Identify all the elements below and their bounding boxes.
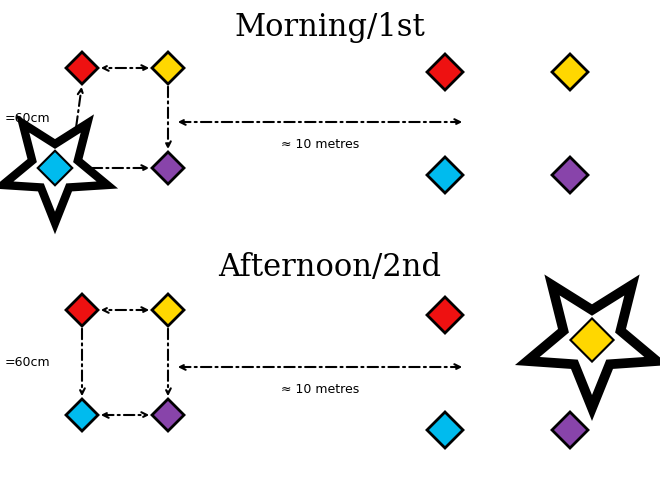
Polygon shape [427,412,463,448]
Polygon shape [3,124,108,223]
Polygon shape [38,151,73,185]
Polygon shape [427,157,463,193]
Text: ≈ 10 metres: ≈ 10 metres [281,138,359,151]
Text: =60cm: =60cm [5,111,51,125]
Polygon shape [152,52,184,84]
Polygon shape [152,399,184,431]
Polygon shape [552,157,588,193]
Polygon shape [552,412,588,448]
Polygon shape [152,294,184,326]
Polygon shape [570,318,614,361]
Polygon shape [66,294,98,326]
Polygon shape [152,152,184,184]
Polygon shape [427,297,463,333]
Text: =60cm: =60cm [5,355,51,368]
Polygon shape [527,285,657,408]
Polygon shape [427,54,463,90]
Text: ≈ 10 metres: ≈ 10 metres [281,383,359,396]
Text: Afternoon/2nd: Afternoon/2nd [218,252,442,283]
Polygon shape [66,399,98,431]
Polygon shape [66,52,98,84]
Polygon shape [552,54,588,90]
Text: Morning/1st: Morning/1st [234,12,426,43]
